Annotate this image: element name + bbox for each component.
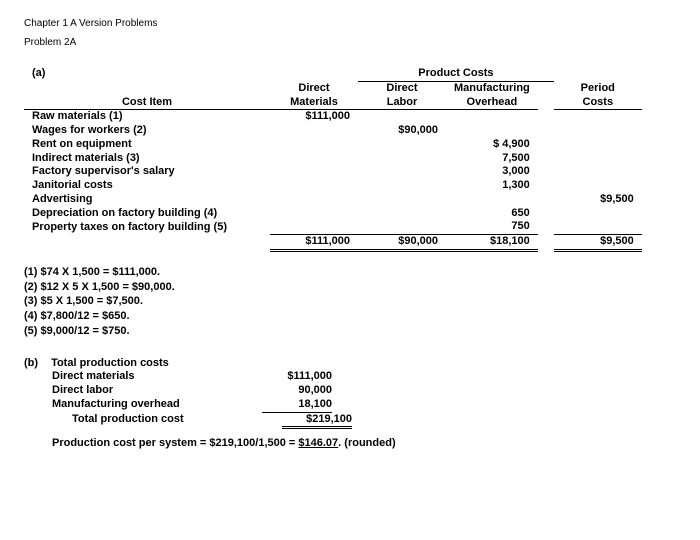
- col-oh-1: Manufacturing: [446, 81, 538, 95]
- per-unit-suffix: . (rounded): [338, 437, 395, 449]
- footnote-line: (5) $9,000/12 = $750.: [24, 325, 676, 339]
- total-oh: $18,100: [446, 235, 538, 251]
- row-dl: [358, 165, 446, 179]
- b-line-value: $111,000: [262, 370, 332, 384]
- table-row: Advertising $9,500: [24, 193, 642, 207]
- b-line-value: $219,100: [282, 413, 352, 430]
- per-unit-line: Production cost per system = $219,100/1,…: [24, 437, 676, 451]
- total-dm: $111,000: [270, 235, 358, 251]
- table-row: Indirect materials (3) 7,500: [24, 152, 642, 166]
- row-oh: 3,000: [446, 165, 538, 179]
- row-item: Depreciation on factory building (4): [24, 207, 270, 221]
- row-pc: [554, 138, 642, 152]
- row-oh: 650: [446, 207, 538, 221]
- row-pc: [554, 165, 642, 179]
- row-dm: [270, 152, 358, 166]
- row-dl: [358, 179, 446, 193]
- footnote-line: (4) $7,800/12 = $650.: [24, 310, 676, 324]
- col-dl-1: Direct: [358, 81, 446, 95]
- table-row: Depreciation on factory building (4) 650: [24, 207, 642, 221]
- row-dl: $90,000: [358, 124, 446, 138]
- row-oh: 7,500: [446, 152, 538, 166]
- row-item: Rent on equipment: [24, 138, 270, 152]
- b-line-value: 18,100: [262, 398, 332, 413]
- table-row: Raw materials (1)$111,000: [24, 110, 642, 124]
- col-pc-1: Period: [554, 81, 642, 95]
- row-pc: $9,500: [554, 193, 642, 207]
- chapter-header: Chapter 1 A Version Problems: [24, 18, 676, 31]
- col-pc-2: Costs: [554, 96, 642, 110]
- row-dl: [358, 207, 446, 221]
- row-oh: [446, 193, 538, 207]
- table-row: Janitorial costs 1,300: [24, 179, 642, 193]
- row-item: Advertising: [24, 193, 270, 207]
- row-item: Wages for workers (2): [24, 124, 270, 138]
- row-oh: $ 4,900: [446, 138, 538, 152]
- col-item: Cost Item: [24, 96, 270, 110]
- row-dl: [358, 193, 446, 207]
- col-oh-2: Overhead: [446, 96, 538, 110]
- row-dm: [270, 124, 358, 138]
- total-dl: $90,000: [358, 235, 446, 251]
- row-oh: [446, 124, 538, 138]
- part-b-label: (b): [24, 357, 48, 371]
- row-dl: [358, 110, 446, 124]
- row-dm: [270, 179, 358, 193]
- part-b-title: Total production costs: [51, 357, 169, 369]
- b-line-label: Total production cost: [24, 413, 282, 430]
- product-costs-header: Product Costs: [358, 67, 554, 81]
- table-row: Rent on equipment $ 4,900: [24, 138, 642, 152]
- b-line-label: Manufacturing overhead: [24, 398, 262, 413]
- b-line-label: Direct labor: [24, 384, 262, 398]
- row-pc: [554, 207, 642, 221]
- total-pc: $9,500: [554, 235, 642, 251]
- row-oh: 750: [446, 220, 538, 234]
- row-dl: [358, 152, 446, 166]
- part-a-label: (a): [24, 67, 270, 81]
- row-pc: [554, 179, 642, 193]
- problem-label: Problem 2A: [24, 37, 676, 50]
- row-dl: [358, 138, 446, 152]
- row-dm: [270, 220, 358, 234]
- page: Chapter 1 A Version Problems Problem 2A …: [0, 0, 700, 540]
- section-b: (b) Total production costs Direct materi…: [24, 357, 676, 452]
- row-dm: [270, 165, 358, 179]
- row-item: Janitorial costs: [24, 179, 270, 193]
- per-unit-prefix: Production cost per system = $219,100/1,…: [52, 437, 298, 449]
- row-pc: [554, 124, 642, 138]
- row-item: Raw materials (1): [24, 110, 270, 124]
- row-item: Indirect materials (3): [24, 152, 270, 166]
- row-oh: 1,300: [446, 179, 538, 193]
- col-dl-2: Labor: [358, 96, 446, 110]
- footnote-line: (3) $5 X 1,500 = $7,500.: [24, 295, 676, 309]
- table-row: Wages for workers (2) $90,000: [24, 124, 642, 138]
- cost-table: (a) Product Costs Direct Direct Manufact…: [24, 67, 642, 252]
- b-line: Total production cost$219,100: [24, 413, 676, 430]
- table-row: Property taxes on factory building (5) 75…: [24, 220, 642, 234]
- b-line: Manufacturing overhead18,100: [24, 398, 676, 413]
- b-line: Direct materials$111,000: [24, 370, 676, 384]
- table-row: Factory supervisor's salary 3,000: [24, 165, 642, 179]
- row-oh: [446, 110, 538, 124]
- row-dm: $111,000: [270, 110, 358, 124]
- b-line-label: Direct materials: [24, 370, 262, 384]
- row-pc: [554, 152, 642, 166]
- b-line: Direct labor90,000: [24, 384, 676, 398]
- row-item: Factory supervisor's salary: [24, 165, 270, 179]
- footnotes: (1) $74 X 1,500 = $111,000.(2) $12 X 5 X…: [24, 266, 676, 339]
- row-pc: [554, 220, 642, 234]
- row-pc: [554, 110, 642, 124]
- row-dm: [270, 207, 358, 221]
- row-dl: [358, 220, 446, 234]
- col-dm-2: Materials: [270, 96, 358, 110]
- col-dm-1: Direct: [270, 81, 358, 95]
- section-a: (a) Product Costs Direct Direct Manufact…: [24, 67, 676, 252]
- footnote-line: (2) $12 X 5 X 1,500 = $90,000.: [24, 281, 676, 295]
- per-unit-value: $146.07: [298, 437, 338, 449]
- footnote-line: (1) $74 X 1,500 = $111,000.: [24, 266, 676, 280]
- b-line-value: 90,000: [262, 384, 332, 398]
- row-dm: [270, 193, 358, 207]
- row-dm: [270, 138, 358, 152]
- row-item: Property taxes on factory building (5): [24, 220, 270, 234]
